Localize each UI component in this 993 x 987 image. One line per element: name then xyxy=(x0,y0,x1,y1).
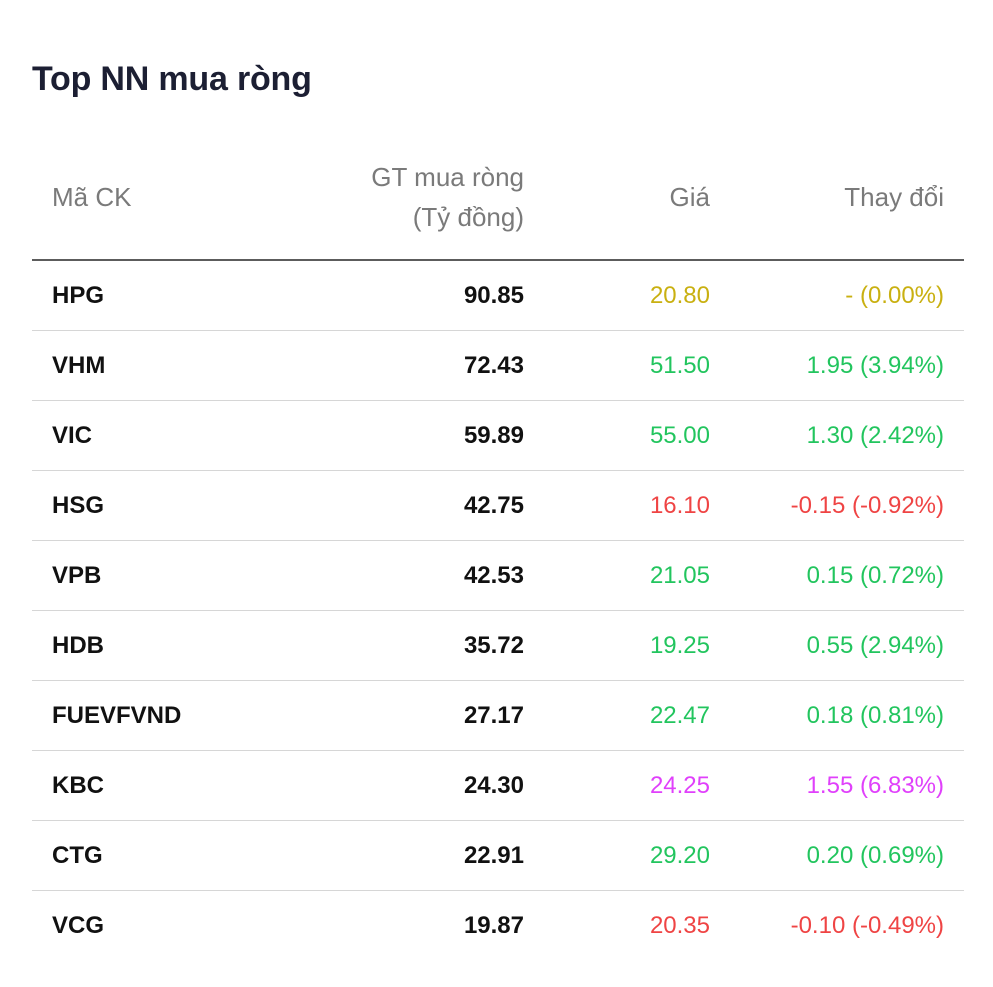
price: 19.25 xyxy=(649,632,710,659)
stock-code[interactable]: VHM xyxy=(52,352,106,379)
card-title: Top NN mua ròng xyxy=(32,60,312,98)
price-change: 0.20 (0.69%) xyxy=(806,842,944,869)
stock-code[interactable]: HDB xyxy=(52,632,104,659)
net-buy-value: 22.91 xyxy=(463,842,524,869)
price: 22.47 xyxy=(649,702,710,729)
price: 29.20 xyxy=(649,842,710,869)
net-buy-value: 59.89 xyxy=(463,422,524,449)
net-buy-value: 19.87 xyxy=(463,912,524,939)
price-change: 0.18 (0.81%) xyxy=(806,702,944,729)
column-header-price[interactable]: Giá xyxy=(669,182,710,212)
price: 20.80 xyxy=(649,282,710,309)
price-change: -0.15 (-0.92%) xyxy=(790,492,944,519)
price: 55.00 xyxy=(649,422,710,449)
price: 51.50 xyxy=(649,352,710,379)
table-row[interactable]: VPB 42.53 21.05 0.15 (0.72%) xyxy=(32,541,964,611)
price-change: 1.55 (6.83%) xyxy=(806,772,944,799)
stock-code[interactable]: VCG xyxy=(52,912,105,939)
column-header-net-buy-value[interactable]: GT mua ròng (Tỷ đồng) xyxy=(371,157,524,237)
table-header: Mã CK GT mua ròng (Tỷ đồng) Giá Thay đổi xyxy=(32,155,964,261)
price-change: 0.55 (2.94%) xyxy=(806,632,944,659)
table-row[interactable]: VHM 72.43 51.50 1.95 (3.94%) xyxy=(32,331,964,401)
price-change: -0.10 (-0.49%) xyxy=(790,912,944,939)
net-buy-table: Mã CK GT mua ròng (Tỷ đồng) Giá Thay đổi… xyxy=(32,155,964,960)
stock-code[interactable]: KBC xyxy=(52,772,104,799)
stock-code[interactable]: VPB xyxy=(52,562,102,589)
table-row[interactable]: FUEVFVND 27.17 22.47 0.18 (0.81%) xyxy=(32,681,964,751)
table-row[interactable]: HDB 35.72 19.25 0.55 (2.94%) xyxy=(32,611,964,681)
price: 16.10 xyxy=(649,492,710,519)
column-header-net-buy-value-line2: (Tỷ đồng) xyxy=(412,202,524,232)
table-body: HPG 90.85 20.80 - (0.00%) VHM 72.43 51.50 1.95 … xyxy=(32,261,964,960)
net-buy-value: 24.30 xyxy=(463,772,524,799)
stock-code[interactable]: VIC xyxy=(52,422,93,449)
price-change: 0.15 (0.72%) xyxy=(806,562,944,589)
stock-code[interactable]: HSG xyxy=(52,492,105,519)
table-row[interactable]: VIC 59.89 55.00 1.30 (2.42%) xyxy=(32,401,964,471)
price-change: 1.30 (2.42%) xyxy=(806,422,944,449)
price: 24.25 xyxy=(649,772,710,799)
column-header-net-buy-value-line1: GT mua ròng xyxy=(371,162,524,192)
table-row[interactable]: VCG 19.87 20.35 -0.10 (-0.49%) xyxy=(32,891,964,960)
table-row[interactable]: KBC 24.30 24.25 1.55 (6.83%) xyxy=(32,751,964,821)
price: 20.35 xyxy=(649,912,710,939)
price-change: - (0.00%) xyxy=(845,282,944,309)
net-buy-value: 90.85 xyxy=(463,282,524,309)
net-buy-value: 35.72 xyxy=(463,632,524,659)
net-buy-value: 72.43 xyxy=(463,352,524,379)
net-buy-value: 42.53 xyxy=(463,562,524,589)
stock-code[interactable]: CTG xyxy=(52,842,103,869)
table-row[interactable]: HPG 90.85 20.80 - (0.00%) xyxy=(32,261,964,331)
table-row[interactable]: HSG 42.75 16.10 -0.15 (-0.92%) xyxy=(32,471,964,541)
net-buy-value: 42.75 xyxy=(463,492,524,519)
price: 21.05 xyxy=(649,562,710,589)
column-header-change[interactable]: Thay đổi xyxy=(844,182,944,212)
net-buy-value: 27.17 xyxy=(463,702,524,729)
table-row[interactable]: CTG 22.91 29.20 0.20 (0.69%) xyxy=(32,821,964,891)
stock-code[interactable]: HPG xyxy=(52,282,105,309)
price-change: 1.95 (3.94%) xyxy=(806,352,944,379)
column-header-code[interactable]: Mã CK xyxy=(52,182,132,212)
stock-code[interactable]: FUEVFVND xyxy=(52,702,182,729)
